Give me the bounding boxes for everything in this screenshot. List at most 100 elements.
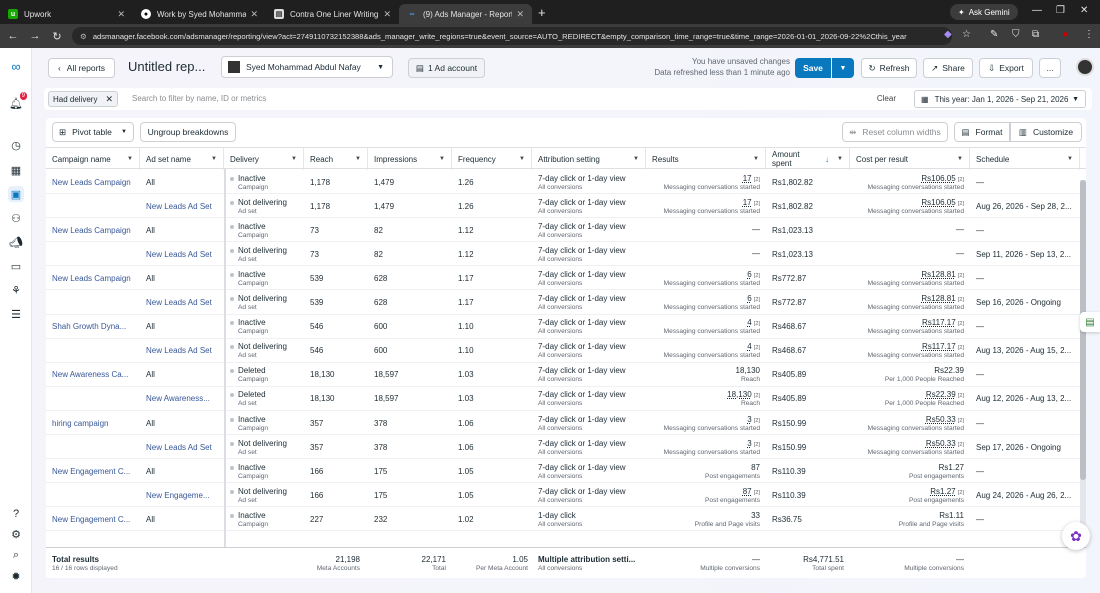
search-icon[interactable]: ⌕ [12,548,20,561]
cost-per-result-value[interactable]: Rs106.05 [2] [921,174,964,183]
cost-per-result-value[interactable]: Rs1.27 [939,463,964,472]
meta-logo-icon[interactable]: ∞ [11,58,21,74]
results-value[interactable]: 33 [751,511,760,520]
browser-tab-contra[interactable]: ▤ Contra One Liner Writing ✕ [266,4,399,24]
column-header[interactable]: Attribution setting ▼ [532,148,646,170]
table-row[interactable]: New Engagement C... All Inactive Campaign 16… [46,459,1086,484]
results-value[interactable]: 17 [2] [743,198,760,207]
settings-gear-icon[interactable]: ⚙ [11,528,21,541]
chevron-down-icon[interactable]: ▼ [211,156,217,162]
cost-per-result-value[interactable]: Rs22.39 [2] [926,390,964,399]
cost-per-result-value[interactable]: — [956,249,964,258]
ad-account-button[interactable]: ▤ 1 Ad account [408,58,485,78]
format-button[interactable]: ▤ Format [954,122,1010,142]
minimize-icon[interactable]: — [1032,5,1042,16]
adset-name[interactable]: New Leads Ad Set [146,298,212,307]
table-row[interactable]: New Engageme... Not delivering Ad set 166 17… [46,483,1086,508]
adset-name[interactable]: New Leads Ad Set [146,249,212,259]
adset-name[interactable]: New Leads Ad Set [146,442,212,452]
column-header[interactable]: Ad set name ▼ [140,148,224,170]
chevron-down-icon[interactable]: ▼ [439,156,445,162]
chevron-down-icon[interactable]: ▼ [355,156,361,162]
column-header[interactable]: Amount spent ↓ ▼ [766,148,850,170]
dashboard-icon[interactable]: ◷ [11,139,21,152]
campaign-name-link[interactable]: New Leads Campaign [52,273,131,283]
table-row[interactable]: New Leads Ad Set Not delivering Ad set 546 6… [46,339,1086,363]
cost-per-result-value[interactable]: Rs50.33 [2] [926,439,964,448]
chevron-down-icon[interactable]: ▼ [1067,156,1073,162]
campaign-name-link[interactable]: hiring campaign [52,418,109,428]
results-value[interactable]: 18,130 [736,366,760,375]
results-value[interactable]: 3 [2] [747,439,760,448]
bug-report-icon[interactable]: ✹ [11,570,21,583]
audiences-icon[interactable]: ⚇ [11,212,21,225]
site-info-icon[interactable]: ⚙ [80,31,87,41]
sort-descending-icon[interactable]: ↓ [825,154,829,164]
reset-column-widths-button[interactable]: ⇹ Reset column widths [842,122,948,142]
chevron-down-icon[interactable]: ▼ [753,156,759,162]
cost-per-result-value[interactable]: Rs117.17 [2] [922,342,964,351]
adset-name[interactable]: New Awareness... [146,394,210,404]
cost-per-result-value[interactable]: Rs128.81 [2] [921,294,964,303]
side-extension-icon[interactable]: ▤ [1080,312,1100,332]
table-row[interactable]: New Awareness Ca... All Deleted Campaign 18,… [46,363,1086,387]
forward-icon[interactable]: → [29,30,41,42]
clear-filters-button[interactable]: Clear [876,94,896,103]
more-options-button[interactable]: ... [1039,58,1061,78]
column-header[interactable]: Results ▼ [646,148,766,170]
results-value[interactable]: 3 [2] [747,415,760,424]
adset-name[interactable]: New Leads Ad Set [146,201,212,211]
frozen-column-divider[interactable] [224,169,226,577]
filter-search-input[interactable]: Search to filter by name, ID or metrics [132,94,267,103]
cost-per-result-value[interactable]: — [956,225,964,234]
browser-tab-upwork[interactable]: u Upwork ✕ [0,4,133,24]
cost-per-result-value[interactable]: Rs22.39 [934,366,964,375]
campaign-name-link[interactable]: New Engagement C... [52,466,131,476]
close-icon[interactable]: ✕ [105,93,114,104]
ask-gemini-button[interactable]: ✦ Ask Gemini [950,4,1018,20]
campaign-name-link[interactable]: New Leads Campaign [52,225,131,235]
chevron-down-icon[interactable]: ▼ [291,156,297,162]
results-value[interactable]: 87 [751,463,760,472]
chevron-down-icon[interactable]: ▼ [957,156,963,162]
report-title[interactable]: Untitled rep... [128,59,206,74]
table-row[interactable]: New Leads Campaign All Inactive Campaign 1,1… [46,170,1086,194]
extension-icon[interactable]: ✎ [990,29,999,40]
business-assets-icon[interactable]: ⚘ [11,284,21,297]
maximize-icon[interactable]: ❐ [1056,5,1065,16]
help-icon[interactable]: ? [12,508,20,520]
campaign-name-link[interactable]: New Leads Campaign [52,177,131,187]
table-scrollbar[interactable] [1080,180,1086,540]
customize-button[interactable]: ▥ Customize [1010,122,1082,142]
table-row[interactable]: New Leads Ad Set Not delivering Ad set 539 6… [46,291,1086,315]
column-header[interactable]: Campaign name ▼ [46,148,140,170]
cost-per-result-value[interactable]: Rs117.17 [2] [922,318,964,327]
campaign-name-link[interactable]: Shah Growth Dyna... [52,322,127,332]
table-row[interactable]: hiring campaign All Inactive Campaign 357 378… [46,411,1086,435]
table-row[interactable]: New Leads Ad Set Not delivering Ad set 1,17… [46,194,1086,219]
results-value[interactable]: 87 [2] [743,487,760,496]
table-row[interactable]: New Leads Campaign All Inactive Campaign 539… [46,266,1086,291]
ai-assistant-icon[interactable]: ✿ [1062,522,1090,550]
results-value[interactable]: 6 [2] [747,294,760,303]
table-row[interactable]: New Awareness... Deleted Ad set 18,130 18,59… [46,387,1086,411]
cost-per-result-value[interactable]: Rs106.05 [2] [921,198,964,207]
results-value[interactable]: 6 [2] [747,270,760,279]
pivot-table-dropdown[interactable]: ⊞ Pivot table ▼ [52,122,134,142]
chevron-down-icon[interactable]: ▼ [127,156,133,162]
user-avatar[interactable] [1076,58,1094,76]
results-value[interactable]: — [752,249,760,258]
campaign-name-link[interactable]: New Awareness Ca... [52,370,129,380]
results-value[interactable]: 4 [2] [747,318,760,327]
close-tab-icon[interactable]: ✕ [117,8,125,19]
column-header[interactable]: Schedule ▼ [970,148,1080,170]
table-row[interactable]: New Leads Ad Set Not delivering Ad set 73 82… [46,242,1086,267]
cost-per-result-value[interactable]: Rs1.27 [2] [930,487,964,496]
column-header[interactable]: Impressions ▼ [368,148,452,170]
adset-name[interactable]: New Leads Ad Set [146,346,212,356]
filter-chip[interactable]: Had delivery ✕ [48,91,119,107]
cost-per-result-value[interactable]: Rs50.33 [2] [926,415,964,424]
new-tab-icon[interactable]: + [538,4,546,20]
extension-icon[interactable]: ◆ [944,29,952,40]
reports-icon[interactable]: ▣ [8,186,24,202]
